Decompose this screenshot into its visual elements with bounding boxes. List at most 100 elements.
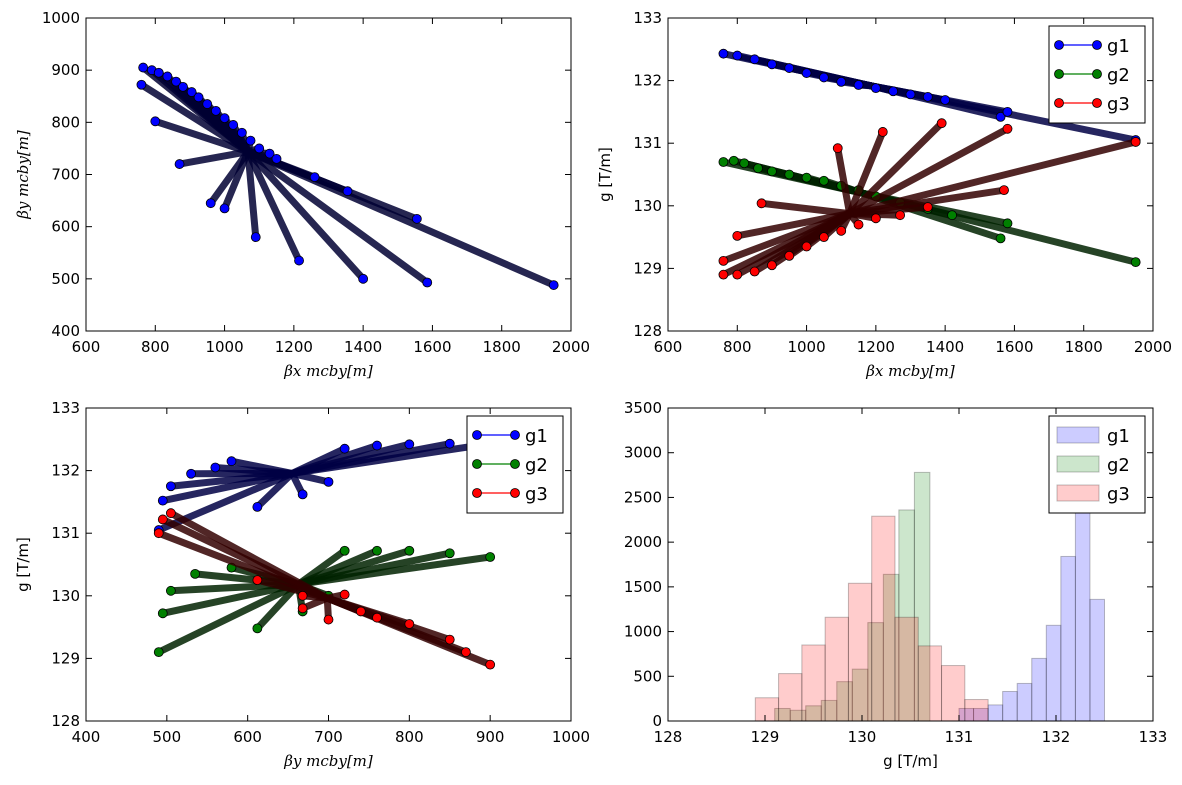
x-ticks: 128 129 130 131 132 133: [654, 408, 1167, 746]
data-point: [228, 120, 239, 130]
data-point: [870, 213, 881, 224]
data-point: [186, 468, 196, 479]
data-point: [995, 233, 1006, 244]
data-point: [342, 186, 353, 197]
data-point: [836, 76, 847, 87]
data-point: [264, 148, 275, 159]
data-point: [153, 647, 164, 658]
legend-marker: [1092, 98, 1102, 108]
panel-top-right: 600 800 1000 1200 1400 1600 1800 20001281291301…: [596, 9, 1172, 380]
x-tick-label: 500: [153, 728, 182, 746]
histogram-bar: [871, 515, 896, 722]
data-point: [767, 260, 777, 271]
y-tick-label: 1000: [624, 623, 662, 641]
data-point: [162, 71, 173, 82]
x-tick-label: 129: [751, 728, 780, 746]
legend-item-g3: g3: [1054, 94, 1130, 115]
legend-marker: [1092, 69, 1102, 79]
data-point: [818, 175, 829, 186]
y-tick-label: 2000: [624, 533, 662, 551]
y-ticks: 400 500 600 700 800 900 1000: [42, 9, 571, 340]
data-point: [732, 230, 743, 241]
data-point: [254, 143, 265, 154]
x-ticks: 600 800 1000 1200 1400 1600 1800 2000: [654, 18, 1172, 356]
band-line: [155, 580, 302, 656]
legend-label: g3: [1107, 484, 1130, 505]
y-tick-label: 500: [633, 667, 662, 685]
legend-label: g2: [1107, 65, 1130, 86]
data-point: [165, 508, 176, 519]
x-tick-label: 132: [1042, 728, 1071, 746]
band-line: [846, 138, 1140, 218]
data-point: [818, 72, 829, 83]
data-point: [165, 481, 176, 492]
data-point: [784, 63, 795, 73]
x-tick-label: 1000: [787, 338, 825, 356]
band-line: [846, 128, 887, 218]
data-point: [947, 210, 957, 221]
data-point: [252, 502, 263, 512]
data-point: [444, 634, 455, 645]
legend-swatch: [1056, 455, 1100, 473]
legend-marker: [510, 459, 520, 469]
data-point: [136, 79, 147, 90]
band-line: [253, 469, 296, 511]
data-point: [171, 76, 181, 87]
y-axis-label: g [T/m]: [596, 147, 614, 202]
histogram-bar: [941, 665, 966, 722]
data-point: [877, 127, 888, 137]
x-axis-label: βx mcby[m]: [283, 362, 373, 380]
y-tick-label: 129: [633, 259, 662, 277]
legend-marker: [1054, 40, 1064, 50]
data-point: [718, 255, 729, 266]
data-point: [339, 443, 350, 454]
legend: g1 g2 g3: [1048, 415, 1146, 514]
data-point: [1130, 137, 1141, 147]
data-point: [999, 185, 1009, 196]
x-ticks: 400 500 600 700 800 900 1000: [72, 408, 590, 746]
data-point: [718, 157, 729, 167]
band-line: [846, 125, 1011, 218]
series-g2: [774, 471, 931, 722]
data-point: [1002, 107, 1013, 117]
data-point: [818, 232, 829, 243]
x-tick-label: 2000: [1134, 338, 1172, 356]
legend-marker: [472, 430, 482, 440]
data-point: [297, 603, 308, 614]
histogram-bar: [847, 582, 873, 722]
axes-frame: [667, 407, 1154, 722]
y-tick-label: 130: [51, 587, 80, 605]
x-tick-label: 1200: [857, 338, 895, 356]
data-point: [250, 232, 261, 243]
x-tick-label: 1400: [344, 338, 382, 356]
legend: g1 g2 g3: [466, 415, 564, 514]
legend-label: g2: [1107, 455, 1130, 476]
histogram-bar: [1060, 555, 1076, 722]
data-point: [157, 608, 168, 619]
legend-label: g3: [1107, 94, 1130, 115]
data-point: [150, 116, 161, 127]
histogram-bar: [1016, 682, 1033, 722]
band-line: [167, 509, 331, 602]
panel-bottom-left: 400 500 600 700 800 900 1000 128 129 130 131 132 133…: [14, 399, 590, 770]
data-point: [404, 619, 415, 629]
data-point: [422, 277, 433, 288]
histogram-bar: [1089, 598, 1105, 722]
band-line: [176, 148, 252, 168]
histogram-bar: [824, 616, 849, 722]
legend-box: [1048, 415, 1146, 514]
data-point: [202, 99, 213, 109]
data-point: [767, 166, 777, 177]
y-tick-label: 1500: [624, 578, 662, 596]
y-ticks: 128 129 130 131 132 133: [633, 9, 1153, 340]
legend-item-g2: g2: [1056, 455, 1130, 476]
y-tick-label: 132: [633, 72, 662, 90]
data-point: [753, 163, 763, 174]
data-point: [297, 590, 308, 601]
data-point: [801, 172, 812, 183]
data-point: [236, 127, 247, 138]
legend-label: g2: [525, 455, 548, 476]
data-point: [252, 623, 263, 634]
band-line: [288, 440, 494, 477]
data-point: [404, 439, 415, 450]
